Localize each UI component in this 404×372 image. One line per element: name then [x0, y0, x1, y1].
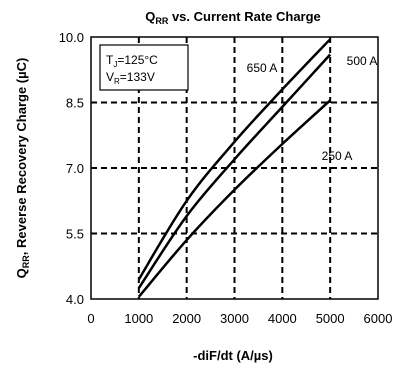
- x-tick-label: 1000: [124, 311, 153, 326]
- x-tick-label: 4000: [268, 311, 297, 326]
- series-line-500a: [137, 53, 332, 289]
- tick-labels: 0 1000 2000 3000 4000 5000 6000 4.0 5.5 7.0 8.5 10.…: [59, 30, 393, 326]
- x-tick-label: 0: [87, 311, 94, 326]
- x-tick-label: 3000: [220, 311, 249, 326]
- x-tick-label: 5000: [316, 311, 345, 326]
- annotation-tj: TJ=125°C: [106, 53, 158, 69]
- series-line-250a: [137, 99, 332, 298]
- series-label-650a: 650 A: [247, 61, 278, 75]
- y-tick-label: 5.5: [66, 227, 84, 242]
- annotation-box: [99, 44, 189, 91]
- x-axis-label: -diF/dt (A/µs): [193, 348, 273, 363]
- y-tick-label: 8.5: [66, 96, 84, 111]
- series-line-650a: [137, 38, 332, 281]
- x-tick-label: 6000: [364, 311, 393, 326]
- series-lines: [137, 38, 332, 298]
- y-tick-label: 4.0: [66, 292, 84, 307]
- conditions-annotation: TJ=125°C VR=133V: [99, 44, 189, 91]
- plot-frame: [90, 36, 379, 300]
- y-axis-label: QRR, Reverse Recovery Charge (µC): [14, 58, 31, 279]
- x-tick-label: 2000: [172, 311, 201, 326]
- series-label-250a: 250 A: [322, 149, 353, 163]
- annotation-vr: VR=133V: [106, 70, 155, 86]
- series-label-500a: 500 A: [347, 54, 378, 68]
- y-tick-label: 7.0: [66, 161, 84, 176]
- y-tick-label: 10.0: [59, 30, 84, 45]
- chart-title: QRR vs. Current Rate Charge: [145, 9, 321, 26]
